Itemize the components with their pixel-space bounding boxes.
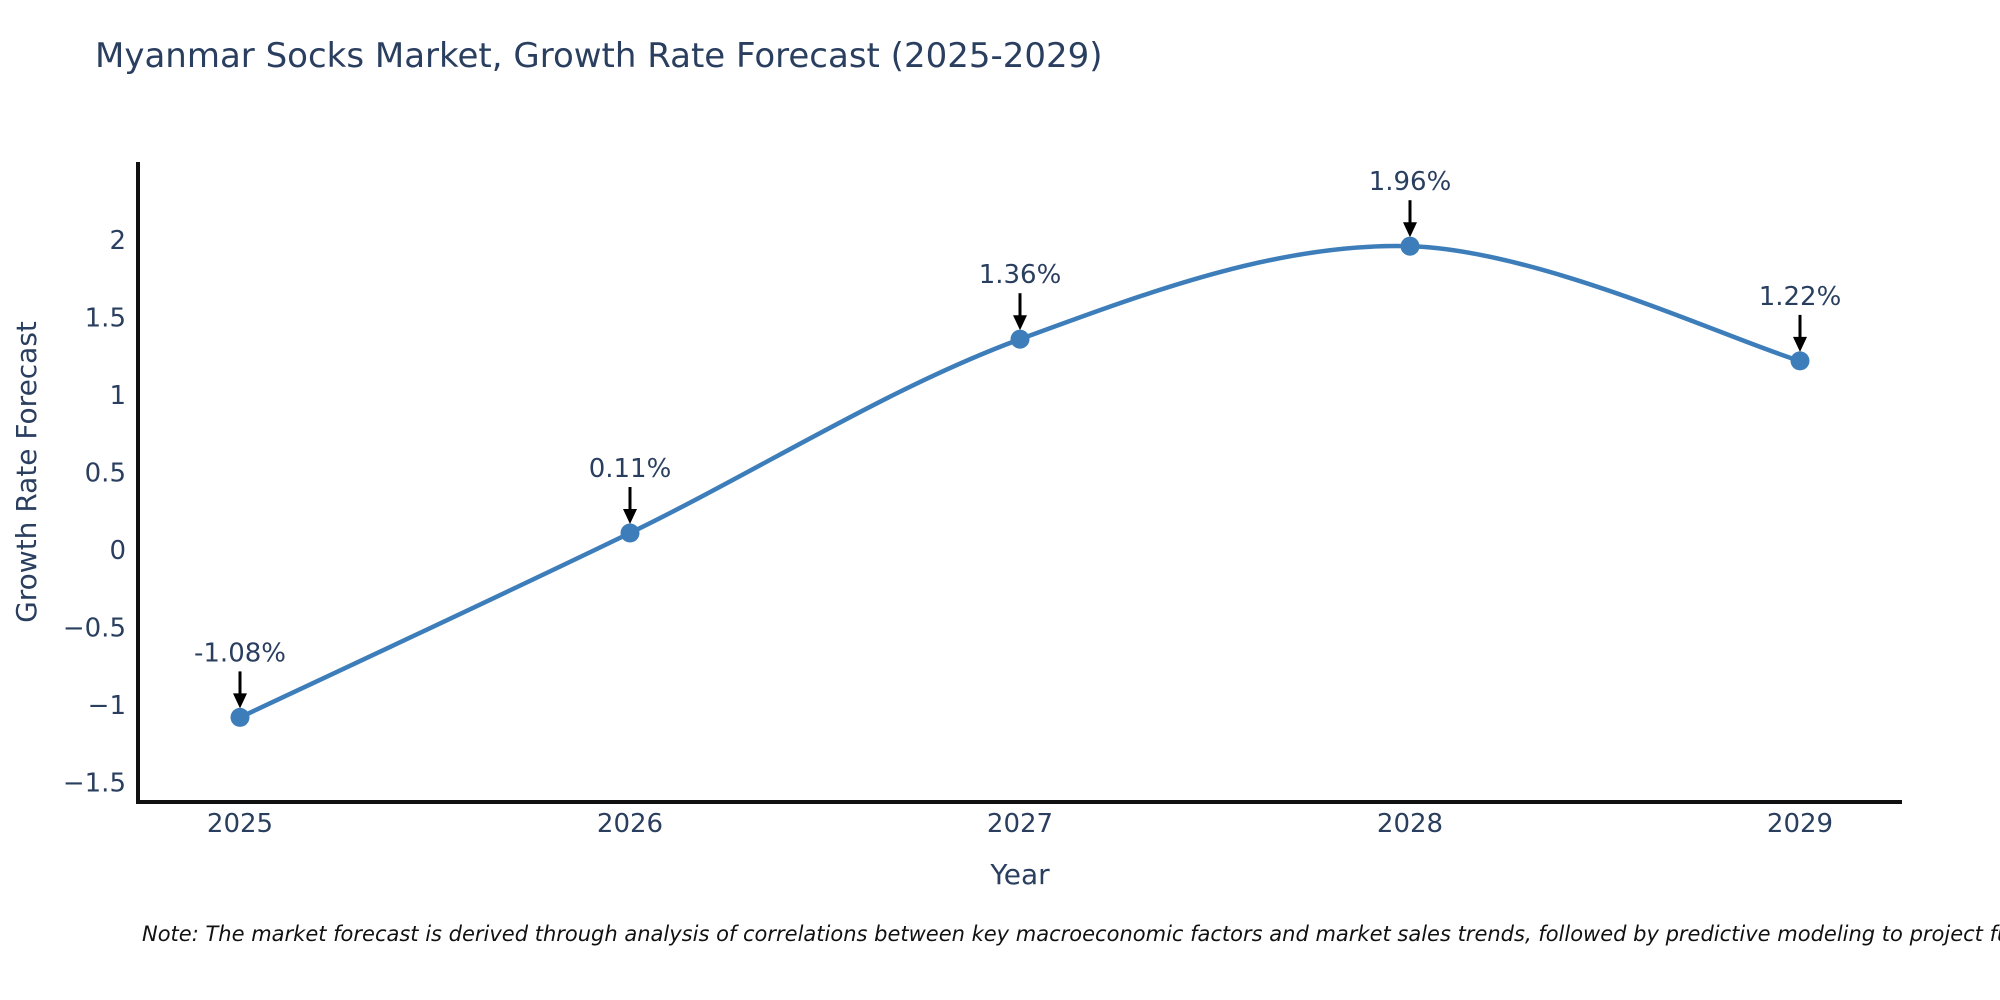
y-axis-title: Growth Rate Forecast: [10, 321, 43, 623]
y-tick-label: 0: [109, 536, 126, 566]
annotation-arrow-head: [233, 693, 247, 709]
x-tick-label: 2026: [597, 809, 663, 839]
x-axis-tick-labels: 2025 2026 2027 2028 2029: [207, 809, 1833, 839]
data-point-marker: [230, 707, 250, 727]
annotation-arrow-head: [1013, 315, 1027, 331]
point-value-label: 1.36%: [979, 260, 1062, 290]
y-axis-tick-labels: 2 1.5 1 0.5 0 −0.5 −1 −1.5: [63, 226, 126, 799]
y-tick-label: −1.5: [63, 769, 126, 799]
footnote: Note: The market forecast is derived thr…: [142, 922, 2000, 946]
chart-title: Myanmar Socks Market, Growth Rate Foreca…: [95, 36, 1103, 76]
x-tick-label: 2029: [1767, 809, 1833, 839]
y-tick-label: 1: [109, 381, 126, 411]
y-tick-label: −0.5: [63, 614, 126, 644]
data-point-marker: [1010, 329, 1030, 349]
x-tick-label: 2028: [1377, 809, 1443, 839]
point-value-label: 1.22%: [1759, 282, 1842, 312]
x-axis-title: Year: [989, 858, 1050, 891]
x-tick-label: 2025: [207, 809, 273, 839]
y-tick-label: 1.5: [85, 304, 126, 334]
data-point-marker: [1790, 351, 1810, 371]
data-point-marker: [620, 523, 640, 543]
point-value-label: 0.11%: [589, 454, 672, 484]
y-tick-label: −1: [88, 691, 126, 721]
y-tick-label: 0.5: [85, 459, 126, 489]
point-value-label: -1.08%: [194, 638, 286, 668]
point-annotations: -1.08% 0.11% 1.36% 1.96% 1.22%: [194, 167, 1842, 709]
data-point-marker: [1400, 236, 1420, 256]
y-tick-label: 2: [109, 226, 126, 256]
data-series: [230, 236, 1810, 727]
point-value-label: 1.96%: [1369, 167, 1452, 197]
annotation-arrow-head: [1403, 222, 1417, 238]
x-tick-label: 2027: [987, 809, 1053, 839]
annotation-arrow-head: [623, 509, 637, 524]
annotation-arrow-head: [1793, 336, 1807, 352]
